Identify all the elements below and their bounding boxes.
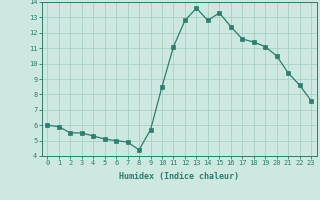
X-axis label: Humidex (Indice chaleur): Humidex (Indice chaleur) bbox=[119, 172, 239, 181]
